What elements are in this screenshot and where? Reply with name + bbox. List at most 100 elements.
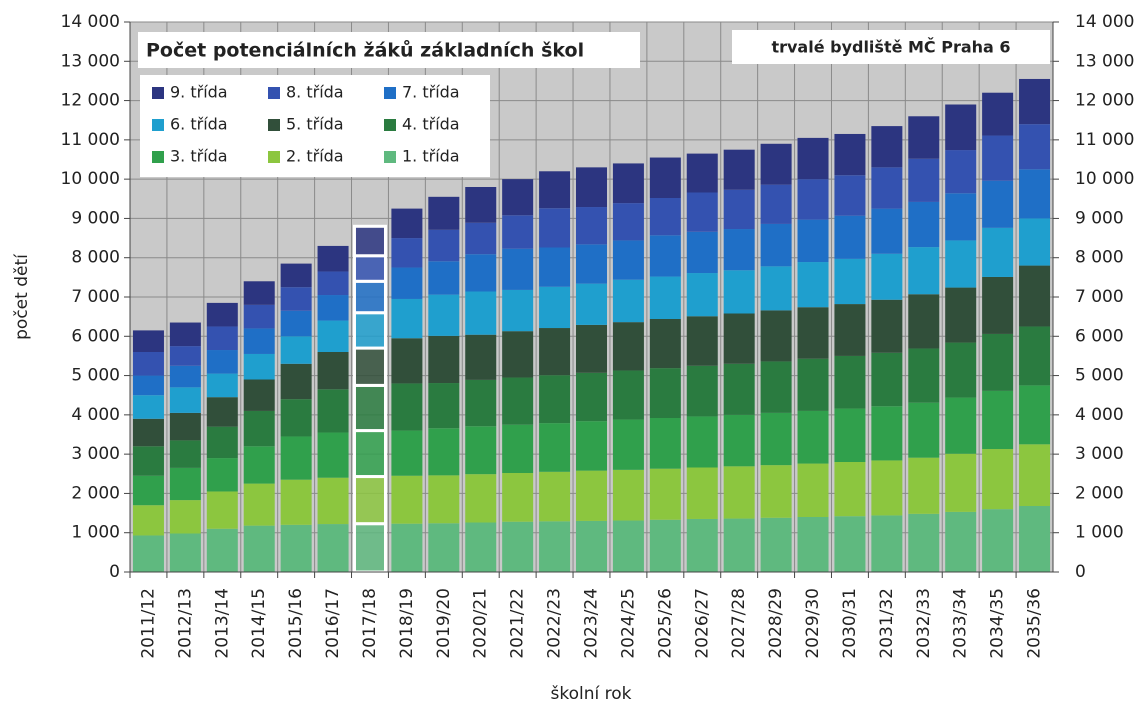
bar-segment: [465, 334, 497, 380]
bar-segment: [760, 412, 792, 466]
bar-segment: [1019, 169, 1051, 219]
bar-segment: [169, 533, 201, 572]
y-tick-label: 12 000: [61, 91, 120, 111]
bar-segment: [760, 266, 792, 311]
y-tick-label: 14 000: [61, 12, 120, 32]
bar-segment: [352, 346, 387, 387]
legend-label: 5. třída: [286, 115, 344, 134]
bar-segment: [908, 201, 940, 248]
bar-segment: [760, 184, 792, 224]
bar-segment: [502, 521, 534, 572]
bar-segment: [982, 180, 1014, 228]
bar-segment: [686, 153, 718, 193]
bar-segment: [686, 416, 718, 468]
bar-segment: [686, 467, 718, 519]
y-tick-label: 7 000: [71, 287, 120, 307]
y2-tick-label: 14 000: [1075, 12, 1134, 32]
x-tick-label: 2029/30: [803, 588, 823, 659]
x-tick-label: 2018/19: [397, 588, 417, 659]
bar-segment: [797, 137, 829, 180]
bar-segment: [575, 207, 608, 245]
bar-segment: [649, 519, 681, 572]
bar-segment: [502, 215, 534, 249]
bar-segment: [908, 294, 940, 349]
bar-segment: [723, 466, 755, 519]
bar-segment: [132, 535, 164, 572]
x-tick-label: 2032/33: [914, 588, 934, 659]
bar-segment: [132, 505, 164, 536]
bar-segment: [465, 379, 497, 427]
bar-segment: [206, 458, 238, 492]
bar-segment: [908, 402, 940, 458]
bar-segment: [871, 460, 903, 516]
bar-segment: [834, 215, 866, 259]
bar-segment: [908, 247, 940, 295]
bar-segment: [352, 224, 387, 258]
bar-segment: [206, 528, 238, 572]
bar-segment: [649, 418, 681, 469]
bar-segment: [502, 179, 534, 216]
bar-segment: [760, 361, 792, 413]
bar-segment: [945, 104, 977, 151]
bar-segment: [686, 192, 718, 232]
y-tick-label: 11 000: [61, 130, 120, 150]
x-tick-label: 2015/16: [286, 588, 306, 659]
bar-segment: [539, 521, 571, 572]
bar-segment: [908, 457, 940, 514]
bar-segment: [649, 468, 681, 520]
legend-label: 3. třída: [170, 147, 228, 166]
x-tick-label: 2024/25: [618, 588, 638, 659]
bar-segment: [612, 419, 644, 470]
bar-segment: [391, 338, 423, 384]
bar-segment: [723, 149, 755, 190]
x-tick-label: 2034/35: [988, 588, 1008, 659]
bar-segment: [945, 150, 977, 194]
bar-segment: [834, 258, 866, 305]
bar-segment: [280, 399, 312, 437]
bar-segment: [871, 515, 903, 572]
bar-segment: [834, 175, 866, 216]
bar-segment: [502, 377, 534, 425]
bar-segment: [612, 203, 644, 241]
y2-tick-label: 6 000: [1075, 326, 1124, 346]
bar-segment: [945, 342, 977, 398]
legend-label: 1. třída: [402, 147, 460, 166]
bar-segment: [575, 372, 608, 422]
bar-segment: [649, 276, 681, 319]
bar-segment: [280, 479, 312, 525]
bar-segment: [575, 244, 608, 284]
bar-segment: [723, 414, 755, 467]
bar-segment: [132, 418, 164, 447]
bar-segment: [280, 287, 312, 311]
bar-segment: [132, 375, 164, 396]
bar-segment: [982, 449, 1014, 510]
bar-segment: [723, 189, 755, 230]
bar-segment: [797, 463, 829, 517]
bar-segment: [169, 387, 201, 413]
bar-segment: [723, 270, 755, 314]
y-tick-label: 3 000: [71, 444, 120, 464]
y-tick-label: 0: [109, 562, 120, 582]
bar-segment: [391, 208, 423, 239]
bar-segment: [539, 423, 571, 472]
y2-tick-label: 4 000: [1075, 405, 1124, 425]
bar-segment: [982, 276, 1014, 334]
x-axis-label: školní rok: [551, 684, 632, 704]
bar-segment: [575, 520, 608, 572]
bar-segment: [352, 475, 387, 526]
bar-segment: [649, 319, 681, 369]
x-tick-label: 2026/27: [692, 588, 712, 659]
bar-segment: [797, 307, 829, 359]
bar-segment: [391, 298, 423, 339]
x-tick-label: 2012/13: [175, 588, 195, 659]
bar-segment: [797, 179, 829, 220]
bar-segment: [428, 229, 460, 262]
y-tick-label: 1 000: [71, 523, 120, 543]
y-tick-label: 9 000: [71, 208, 120, 228]
bar-segment: [649, 235, 681, 277]
bar-segment: [169, 500, 201, 534]
x-tick-label: 2030/31: [840, 588, 860, 659]
y-tick-label: 2 000: [71, 483, 120, 503]
bar-segment: [428, 383, 460, 429]
bar-segment: [465, 474, 497, 523]
